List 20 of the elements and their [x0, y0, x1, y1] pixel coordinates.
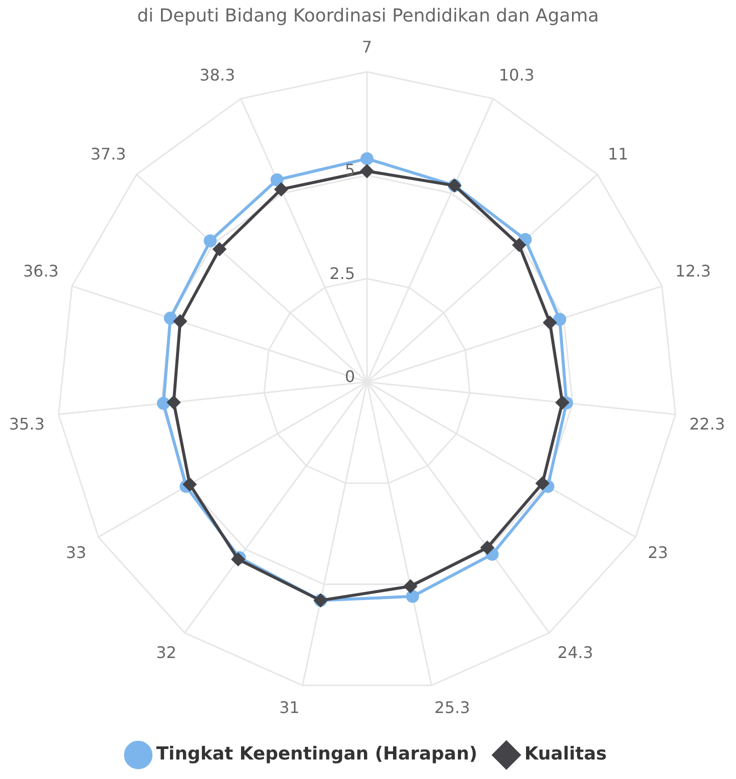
spoke-label: 25.3 [434, 698, 470, 717]
spoke-label: 37.3 [90, 144, 126, 164]
spoke-label: 11 [608, 144, 628, 164]
legend-label: Kualitas [524, 744, 607, 765]
spoke-label: 12.3 [675, 261, 711, 280]
spoke-label: 32 [156, 643, 176, 662]
legend-label: Tingkat Kepentingan (Harapan) [156, 744, 478, 765]
spoke-label: 33 [66, 542, 86, 562]
spoke-label: 24.3 [558, 643, 594, 662]
y-tick-label: 0 [344, 367, 355, 386]
spoke-label: 23 [648, 542, 668, 562]
spoke-label: 7 [362, 37, 372, 56]
spoke-label: 31 [279, 698, 300, 717]
spoke-label: 10.3 [498, 65, 534, 84]
spoke-label: 35.3 [9, 414, 45, 434]
chart-title: di Deputi Bidang Koordinasi Pendidikan dan Agama [137, 5, 599, 26]
y-tick-label: 2.5 [330, 264, 355, 283]
spoke-label: 36.3 [23, 261, 59, 280]
spoke-label: 22.3 [689, 414, 725, 434]
spoke-label: 38.3 [200, 65, 236, 84]
